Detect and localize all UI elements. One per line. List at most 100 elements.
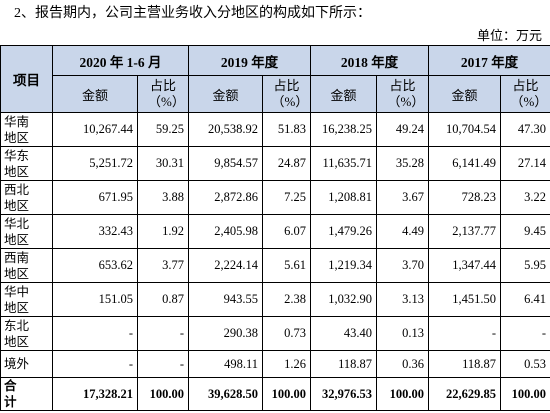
amount-cell: 290.38 — [188, 316, 263, 351]
row-label-text: 华北地区 — [4, 216, 30, 247]
table-row: 西南地区 653.62 3.77 2,224.14 5.61 1,219.34 3.70 1,… — [0, 248, 550, 283]
amount-cell: 2,872.86 — [188, 180, 263, 215]
row-label-text: 华中地区 — [4, 284, 30, 315]
ratio-cell: 24.87 — [262, 146, 311, 181]
ratio-cell: 5.95 — [500, 248, 550, 283]
ratio-cell: 0.13 — [376, 316, 429, 351]
row-label: 西南地区 — [0, 248, 53, 283]
ratio-cell: 9.45 — [500, 214, 550, 249]
ratio-cell: 0.87 — [137, 282, 189, 317]
sub-header: 占比（%） — [262, 75, 311, 113]
ratio-cell: 6.41 — [500, 282, 550, 317]
sub-header: 金额 — [52, 75, 138, 113]
table-row: 华北地区 332.43 1.92 2,405.98 6.07 1,479.26 4.49 2,… — [0, 214, 550, 249]
amount-cell: 1,451.50 — [428, 282, 501, 317]
sub-header: 金额 — [310, 75, 377, 113]
sub-header: 占比（%） — [137, 75, 189, 113]
ratio-cell: 2.38 — [262, 282, 311, 317]
unit-label: 单位：万元 — [476, 28, 542, 43]
ratio-cell: 3.67 — [376, 180, 429, 215]
amount-cell: 2,224.14 — [188, 248, 263, 283]
ratio-cell: 3.13 — [376, 282, 429, 317]
row-label-text: 合 计 — [4, 379, 17, 409]
sub-header-text: 占比（%） — [387, 78, 425, 109]
amount-cell: 16,238.25 — [310, 112, 377, 147]
ratio-cell: 100.00 — [376, 377, 429, 411]
row-label-text: 境外 — [4, 357, 30, 371]
year-header: 2019 年度 — [188, 45, 311, 76]
amount-cell: 118.87 — [310, 350, 377, 378]
amount-cell: 11,635.71 — [310, 146, 377, 181]
row-label: 西北地区 — [0, 180, 53, 215]
amount-cell: 22,629.85 — [428, 377, 501, 411]
ratio-cell: 100.00 — [137, 377, 189, 411]
sub-header-text: 金额 — [212, 87, 239, 103]
amount-cell: 728.23 — [428, 180, 501, 215]
table-row: 西北地区 671.95 3.88 2,872.86 7.25 1,208.81 3.67 72… — [0, 180, 550, 215]
row-label: 华北地区 — [0, 214, 53, 249]
sub-header: 占比（%） — [500, 75, 550, 113]
amount-cell: 332.43 — [52, 214, 138, 249]
row-label-text: 东北地区 — [4, 318, 30, 349]
row-label: 华南地区 — [0, 112, 53, 147]
amount-cell: 17,328.21 — [52, 377, 138, 411]
sub-header-text: 占比（%） — [510, 78, 548, 109]
row-label: 境外 — [0, 350, 53, 378]
ratio-cell: 0.73 — [262, 316, 311, 351]
amount-cell: 20,538.92 — [188, 112, 263, 147]
ratio-cell: 1.26 — [262, 350, 311, 378]
sub-header-text: 金额 — [81, 87, 108, 103]
row-label-text: 华南地区 — [4, 114, 30, 145]
subheader-row: 金额 占比（%） 金额 占比（%） 金额 占比（%） 金额 占比（%） — [1, 75, 550, 113]
amount-cell: 1,208.81 — [310, 180, 377, 215]
table-body: 华南地区 10,267.44 59.25 20,538.92 51.83 16,238.2… — [0, 112, 550, 411]
sub-header-text: 金额 — [330, 87, 357, 103]
amount-cell: - — [428, 316, 501, 351]
amount-cell: 118.87 — [428, 350, 501, 378]
ratio-cell: 30.31 — [137, 146, 189, 181]
ratio-cell: 27.14 — [500, 146, 550, 181]
table-row: 华东地区 5,251.72 30.31 9,854.57 24.87 11,635.71 3… — [0, 146, 550, 181]
ratio-cell: 0.53 — [500, 350, 550, 378]
ratio-cell: - — [137, 350, 189, 378]
amount-cell: 10,267.44 — [52, 112, 138, 147]
amount-cell: 671.95 — [52, 180, 138, 215]
amount-cell: 2,137.77 — [428, 214, 501, 249]
amount-cell: 10,704.54 — [428, 112, 501, 147]
table-row: 华中地区 151.05 0.87 943.55 2.38 1,032.90 3.13 1,45… — [0, 282, 550, 317]
table-row: 东北地区 - -290.38 0.73 43.40 0.13- - — [0, 316, 550, 351]
ratio-cell: 100.00 — [262, 377, 311, 411]
amount-cell: 39,628.50 — [188, 377, 263, 411]
sub-header: 占比（%） — [376, 75, 429, 113]
amount-cell: 943.55 — [188, 282, 263, 317]
year-header: 2020 年 1-6 月 — [52, 45, 189, 76]
row-label: 华中地区 — [0, 282, 53, 317]
table-row: 华南地区 10,267.44 59.25 20,538.92 51.83 16,238.2… — [0, 112, 550, 147]
year-header: 2017 年度 — [428, 45, 550, 76]
ratio-cell: 3.88 — [137, 180, 189, 215]
amount-cell: 1,219.34 — [310, 248, 377, 283]
ratio-cell: 0.36 — [376, 350, 429, 378]
amount-cell: 5,251.72 — [52, 146, 138, 181]
amount-cell: 151.05 — [52, 282, 138, 317]
row-label: 合 计 — [0, 377, 53, 411]
amount-cell: 43.40 — [310, 316, 377, 351]
ratio-cell: 3.70 — [376, 248, 429, 283]
row-label: 东北地区 — [0, 316, 53, 351]
table-row: 合 计 17,328.21 100.00 39,628.50 100.00 32,976.… — [0, 377, 550, 411]
ratio-cell: - — [137, 316, 189, 351]
ratio-cell: 1.92 — [137, 214, 189, 249]
amount-cell: 498.11 — [188, 350, 263, 378]
amount-cell: - — [52, 350, 138, 378]
item-header: 项目 — [0, 45, 53, 113]
ratio-cell: 4.49 — [376, 214, 429, 249]
sub-header: 金额 — [188, 75, 263, 113]
table-row: 境外 - -498.11 1.26 118.87 0.36 118.87 0.53 — [0, 350, 550, 378]
ratio-cell: 100.00 — [500, 377, 550, 411]
ratio-cell: 35.28 — [376, 146, 429, 181]
amount-cell: 1,347.44 — [428, 248, 501, 283]
amount-cell: 2,405.98 — [188, 214, 263, 249]
amount-cell: 32,976.53 — [310, 377, 377, 411]
ratio-cell: 59.25 — [137, 112, 189, 147]
ratio-cell: 6.07 — [262, 214, 311, 249]
